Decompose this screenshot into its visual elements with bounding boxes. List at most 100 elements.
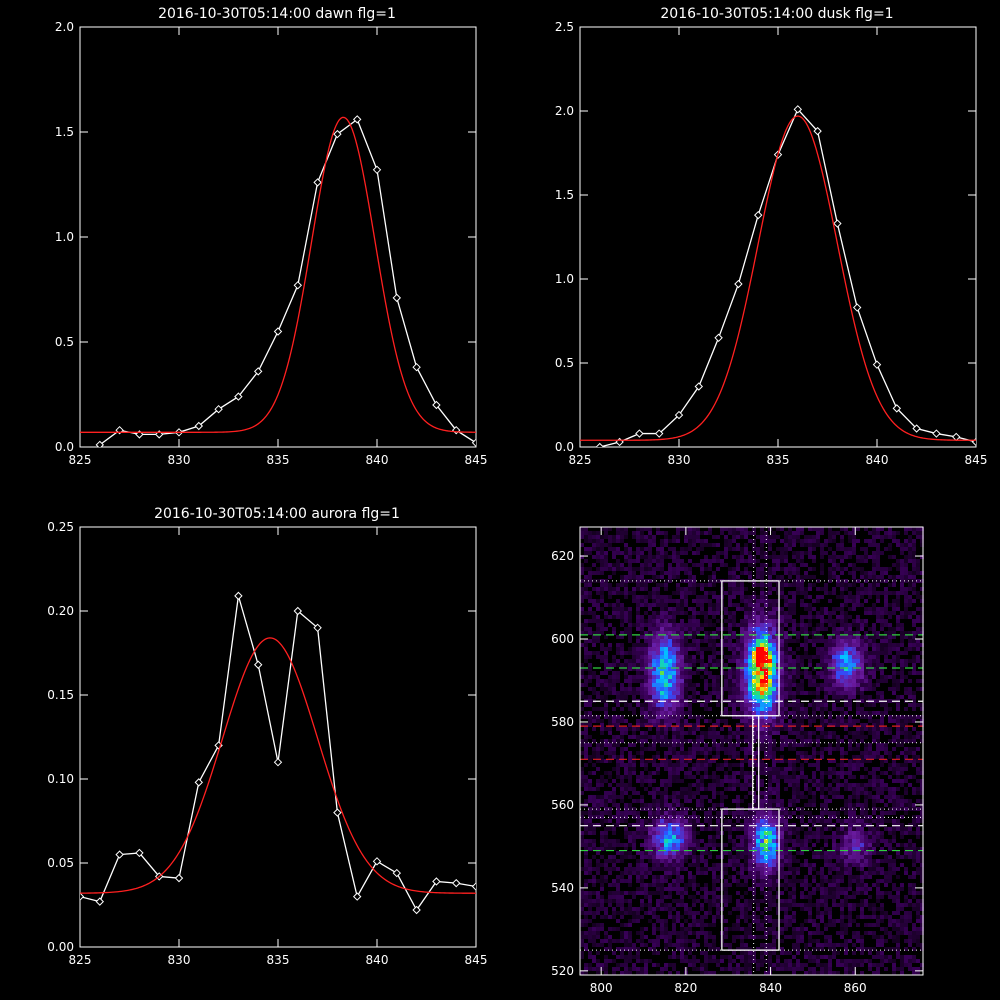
image-pixel [756, 547, 760, 551]
image-pixel [748, 743, 752, 747]
image-pixel [764, 763, 768, 767]
image-pixel [596, 579, 600, 583]
image-pixel [752, 623, 756, 627]
image-pixel [632, 743, 636, 747]
image-pixel [812, 739, 816, 743]
image-pixel [844, 531, 848, 535]
image-pixel [828, 659, 832, 663]
image-pixel [616, 603, 620, 607]
aurora-data-point [313, 623, 322, 633]
image-pixel [624, 567, 628, 571]
image-pixel [760, 735, 764, 739]
image-pixel [604, 751, 608, 755]
image-pixel [652, 683, 656, 687]
image-pixel [728, 703, 732, 707]
image-pixel [896, 679, 900, 683]
image-pixel [752, 687, 756, 691]
image-pixel [880, 819, 884, 823]
image-pixel [908, 575, 912, 579]
image-pixel [844, 679, 848, 683]
image-pixel [816, 675, 820, 679]
image-pixel [716, 599, 720, 603]
image-pixel [912, 791, 916, 795]
image-pixel [824, 671, 828, 675]
image-pixel [736, 779, 740, 783]
image-pixel [604, 663, 608, 667]
image-pixel [684, 719, 688, 723]
image-pixel [776, 715, 780, 719]
image-pixel [780, 651, 784, 655]
image-pixel [740, 627, 744, 631]
dawn-ytick-label: 1.5 [55, 125, 74, 139]
image-pixel [728, 539, 732, 543]
image-pixel [732, 755, 736, 759]
image-pixel [856, 631, 860, 635]
image-pixel [872, 819, 876, 823]
image-pixel [600, 527, 604, 531]
image-pixel [744, 675, 748, 679]
image-pixel [608, 575, 612, 579]
image-pixel [676, 639, 680, 643]
image-pixel [848, 563, 852, 567]
image-pixel [580, 555, 584, 559]
image-pixel [640, 679, 644, 683]
image-pixel [720, 735, 724, 739]
image-pixel [912, 619, 916, 623]
image-pixel [684, 647, 688, 651]
image-pixel [860, 751, 864, 755]
image-pixel [596, 807, 600, 811]
image-pixel [680, 815, 684, 819]
image-pixel [728, 775, 732, 779]
image-pixel [920, 771, 924, 775]
image-pixel [868, 659, 872, 663]
image-pixel [896, 787, 900, 791]
image-pixel [760, 835, 764, 839]
image-pixel [792, 599, 796, 603]
image-pixel [688, 663, 692, 667]
image-pixel [880, 627, 884, 631]
image-pixel [740, 571, 744, 575]
image-pixel [612, 787, 616, 791]
image-pixel [584, 731, 588, 735]
image-pixel [828, 791, 832, 795]
image-pixel [740, 647, 744, 651]
image-pixel [852, 643, 856, 647]
image-pixel [760, 763, 764, 767]
image-pixel [884, 611, 888, 615]
image-pixel [744, 639, 748, 643]
image-pixel [840, 691, 844, 695]
image-pixel [612, 683, 616, 687]
image-pixel [636, 539, 640, 543]
image-pixel [580, 783, 584, 787]
image-pixel [768, 755, 772, 759]
image-pixel [736, 731, 740, 735]
image-pixel [824, 663, 828, 667]
image-pixel [868, 751, 872, 755]
image-pixel [900, 763, 904, 767]
image-pixel [888, 623, 892, 627]
image-pixel [740, 759, 744, 763]
image-pixel [608, 687, 612, 691]
image-pixel [616, 675, 620, 679]
image-pixel [608, 539, 612, 543]
image-pixel [696, 831, 700, 835]
image-pixel [804, 787, 808, 791]
image-pixel [848, 771, 852, 775]
image-pixel [644, 767, 648, 771]
image-pixel [680, 639, 684, 643]
image-pixel [848, 739, 852, 743]
image-pixel [656, 627, 660, 631]
image-pixel [628, 707, 632, 711]
image-pixel [904, 607, 908, 611]
image-pixel [624, 767, 628, 771]
image-pixel [876, 747, 880, 751]
image-pixel [888, 531, 892, 535]
image-pixel [804, 751, 808, 755]
image-pixel [916, 527, 920, 531]
image-pixel [816, 735, 820, 739]
image-pixel [876, 567, 880, 571]
image-pixel [580, 839, 584, 843]
image-pixel [820, 567, 824, 571]
image-pixel [620, 719, 624, 723]
image-pixel [580, 819, 584, 823]
